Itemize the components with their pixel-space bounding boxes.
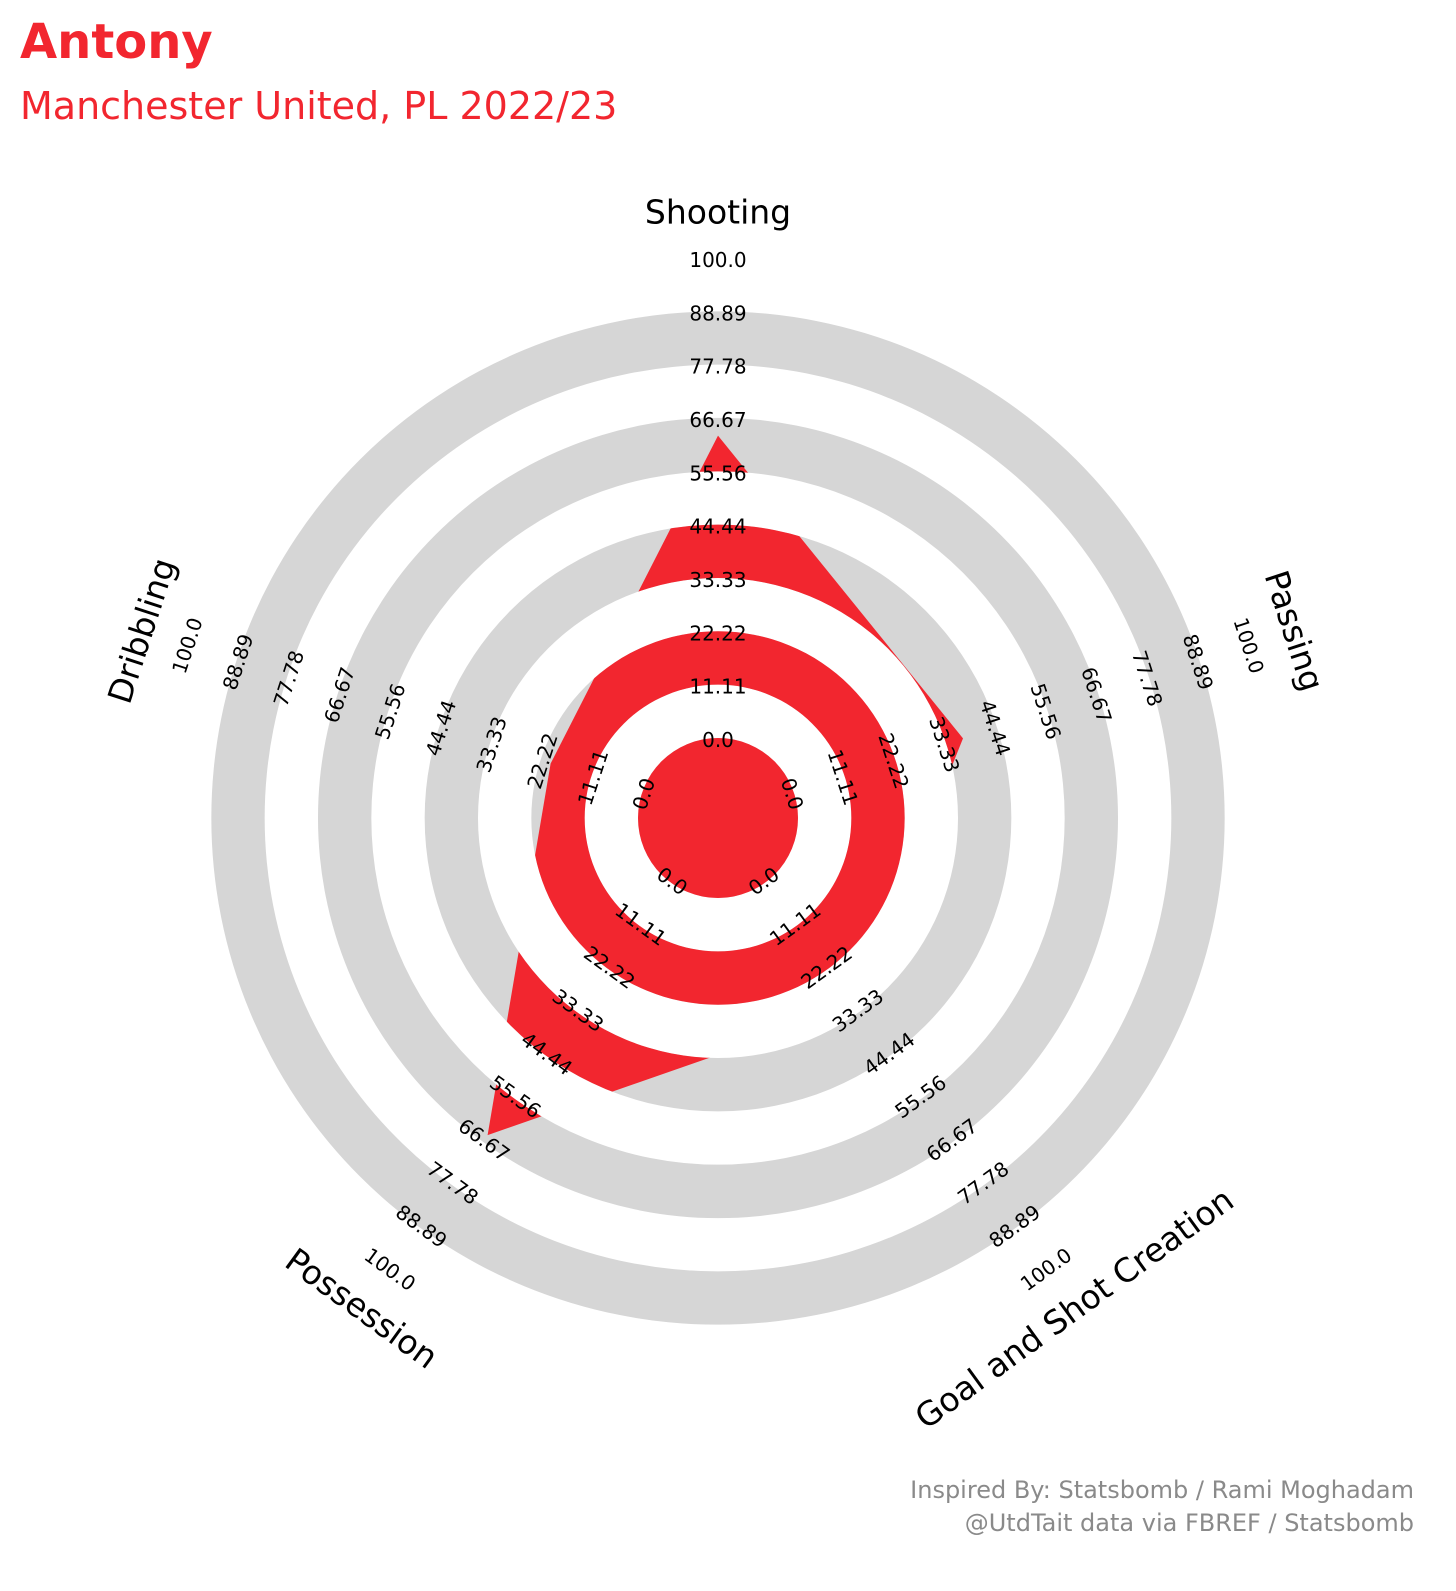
data-polygon bbox=[487, 435, 963, 1136]
tick-label: 100.0 bbox=[167, 615, 208, 677]
param-label-shooting: Shooting bbox=[645, 193, 791, 232]
tick-label: 100.0 bbox=[689, 248, 746, 272]
param-label-dribbling: Dribbling bbox=[100, 553, 184, 708]
tick-label: 100.0 bbox=[360, 1243, 420, 1296]
tick-label: 0.0 bbox=[702, 728, 734, 752]
credit-line-2: @UtdTait data via FBREF / Statsbomb bbox=[964, 1509, 1414, 1537]
tick-label: 55.56 bbox=[689, 461, 746, 485]
tick-label: 100.0 bbox=[1016, 1243, 1076, 1296]
tick-label: 77.78 bbox=[689, 355, 746, 379]
param-label-passing: Passing bbox=[1257, 566, 1332, 696]
tick-label: 33.33 bbox=[689, 568, 746, 592]
tick-label: 100.0 bbox=[1228, 615, 1269, 677]
credit-line-1: Inspired By: Statsbomb / Rami Moghadam bbox=[910, 1476, 1414, 1504]
tick-label: 11.11 bbox=[689, 675, 746, 699]
tick-label: 66.67 bbox=[689, 408, 746, 432]
chart-title: Antony bbox=[20, 14, 213, 70]
credits: Inspired By: Statsbomb / Rami Moghadam @… bbox=[910, 1474, 1414, 1540]
tick-label: 22.22 bbox=[689, 621, 746, 645]
tick-label: 88.89 bbox=[689, 301, 746, 325]
polygon-ring-inner-disc bbox=[638, 738, 798, 898]
chart-subtitle: Manchester United, PL 2022/23 bbox=[20, 84, 618, 128]
tick-label: 44.44 bbox=[689, 515, 746, 539]
